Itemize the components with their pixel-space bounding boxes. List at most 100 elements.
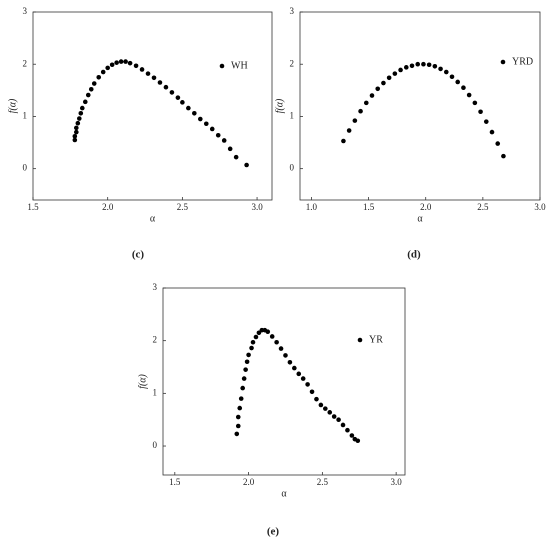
point [151,75,157,81]
y-tick-label: 3 [23,6,28,16]
point [88,86,94,92]
point [466,92,472,98]
point [163,84,169,90]
x-tick-label: 2.0 [420,202,432,212]
legend-label: YRD [512,56,533,67]
point [203,121,209,127]
point [118,59,124,64]
point [221,138,227,143]
point [403,65,409,70]
plot-frame [299,11,541,201]
point [287,359,293,365]
point [309,389,315,395]
point [234,431,240,437]
point [139,67,145,72]
point [198,116,203,122]
point [133,63,139,69]
point [241,376,247,381]
y-tick-label: 0 [153,440,158,450]
point [392,71,398,76]
x-tick-label: 2.5 [317,477,329,487]
y-tick-label: 1 [153,387,158,397]
point [123,59,128,64]
y-tick-label: 2 [23,58,28,68]
legend-marker [357,337,363,343]
x-tick-label: 3.0 [391,477,403,487]
point [274,339,279,345]
point [114,60,119,65]
point [278,346,284,351]
x-tick-label: 1.5 [363,202,375,212]
plot-frame [32,11,273,201]
x-tick-label: 2.0 [102,202,114,212]
x-tick-label: 2.5 [177,202,189,212]
point [109,62,115,68]
y-tick-label: 2 [290,58,295,68]
point [345,427,350,433]
point [157,80,163,85]
point [336,417,341,422]
point [381,80,386,86]
point [314,396,319,402]
point [455,79,461,85]
point [175,95,181,100]
point [352,118,358,123]
point [269,334,275,339]
point [253,334,259,340]
point [100,69,106,75]
point [443,69,449,75]
legend-label: WH [231,60,248,71]
x-axis-label: α [150,213,156,224]
y-tick-label: 3 [153,282,158,292]
point [78,111,84,116]
point [323,406,328,411]
point [72,137,78,143]
point [421,61,426,67]
point [331,414,337,419]
point [415,61,421,67]
point [300,376,306,381]
point [375,86,381,92]
point [243,367,248,372]
x-tick-label: 1.5 [27,202,39,212]
panel-label: (e) [267,526,280,538]
point [96,74,102,80]
point [305,382,310,387]
point [489,129,495,135]
point [246,352,251,358]
point [105,65,110,71]
point [495,141,501,146]
panel-label: (c) [132,249,145,261]
point [244,359,250,365]
y-axis-label: f(α) [137,373,148,388]
point [72,133,78,139]
point [240,385,245,391]
point [169,90,175,95]
point [318,402,324,408]
y-tick-label: 1 [290,111,295,121]
point [355,438,361,444]
y-tick-label: 0 [23,163,28,173]
point [74,129,79,135]
point [346,128,352,133]
point [265,329,271,335]
point [186,105,191,111]
point [341,138,346,144]
point [79,105,85,111]
point [292,365,297,371]
point [145,71,151,76]
y-axis-label: f(α) [7,98,18,113]
point [432,64,438,69]
point [235,414,241,420]
x-axis-label: α [417,213,423,224]
point [296,371,302,377]
point [250,339,256,345]
point [283,353,288,358]
point [398,67,403,73]
point [256,330,262,336]
point [237,405,243,411]
point [215,132,221,138]
point [472,100,478,106]
x-tick-label: 1.0 [306,202,318,212]
y-tick-label: 0 [290,163,295,173]
